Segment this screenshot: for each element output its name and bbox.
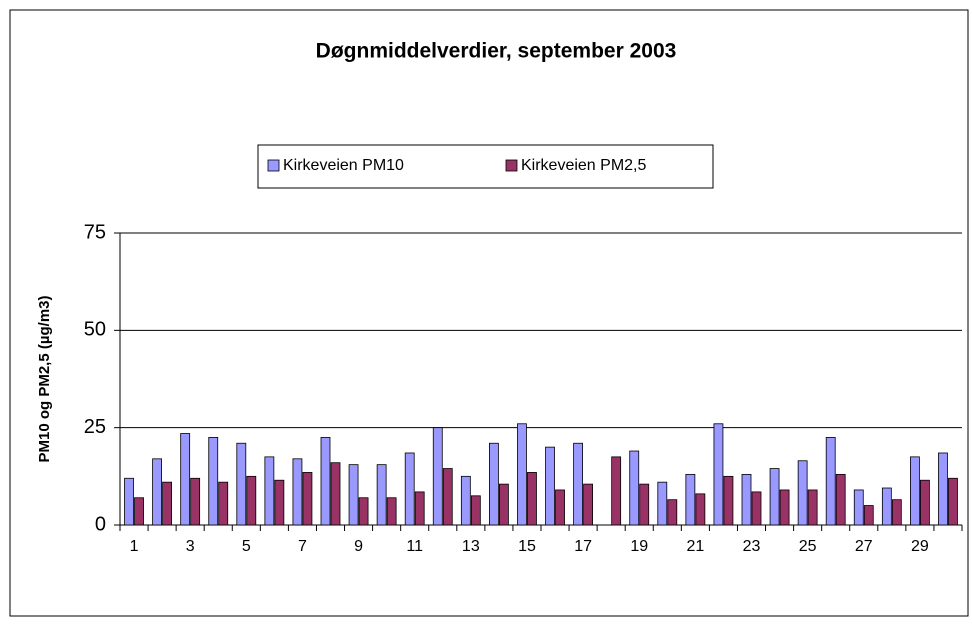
bar <box>414 491 425 526</box>
bar <box>162 481 173 526</box>
x-tick-label: 19 <box>630 538 648 555</box>
bar <box>555 489 565 526</box>
y-axis-label: PM10 og PM2,5 (µg/m3) <box>36 295 53 462</box>
bar <box>807 489 818 526</box>
x-tick-label: 15 <box>518 538 536 555</box>
bar <box>376 464 387 526</box>
bar <box>769 468 780 526</box>
bar <box>498 483 509 526</box>
bar <box>863 505 874 526</box>
bar <box>180 433 191 526</box>
bar <box>190 477 201 526</box>
bar <box>404 452 415 526</box>
bar <box>358 497 369 526</box>
x-tick-label: 25 <box>799 538 817 555</box>
bar <box>330 462 341 526</box>
bar <box>246 475 257 526</box>
y-tick-label: 0 <box>95 513 106 535</box>
legend-box <box>257 144 714 189</box>
bar <box>236 442 247 526</box>
legend-label: Kirkeveien PM10 <box>283 157 404 174</box>
bar <box>488 442 499 526</box>
x-tick-label: 5 <box>242 538 251 555</box>
bar <box>264 456 275 526</box>
legend-swatch <box>505 159 518 172</box>
bar <box>460 475 471 526</box>
bar <box>208 436 219 526</box>
legend-label: Kirkeveien PM2,5 <box>521 157 646 174</box>
x-tick-label: 7 <box>298 538 307 555</box>
bar <box>545 446 555 526</box>
y-tick-label: 25 <box>84 416 106 438</box>
x-tick-label: 21 <box>686 538 704 555</box>
bar <box>948 477 958 526</box>
x-tick-label: 3 <box>186 538 195 555</box>
bar <box>134 497 144 526</box>
x-tick-label: 1 <box>130 538 139 555</box>
bar <box>667 499 678 526</box>
bar <box>302 472 313 526</box>
bar <box>442 468 453 526</box>
bar <box>386 497 397 526</box>
bar <box>920 479 930 526</box>
bar <box>320 436 331 526</box>
bar <box>797 460 808 526</box>
bar <box>517 423 527 526</box>
x-tick-label: 13 <box>462 538 480 555</box>
bar <box>713 423 724 526</box>
bar <box>825 436 836 526</box>
bar <box>891 499 902 526</box>
bar <box>527 472 537 526</box>
bar <box>611 456 622 526</box>
bar <box>639 483 650 526</box>
bar <box>629 450 640 526</box>
bar <box>881 487 892 526</box>
x-tick-label: 9 <box>354 538 363 555</box>
bar <box>470 495 481 526</box>
bar <box>910 456 920 526</box>
bar <box>741 473 752 526</box>
bar <box>218 481 229 526</box>
bar <box>292 458 303 526</box>
bar <box>779 489 790 526</box>
bar <box>751 491 762 526</box>
bar <box>124 477 134 526</box>
chart-title: Døgnmiddelverdier, september 2003 <box>316 40 677 63</box>
x-tick-label: 11 <box>406 538 423 555</box>
bar <box>348 464 359 526</box>
bar <box>853 489 864 526</box>
x-tick-label: 23 <box>743 538 761 555</box>
bar <box>835 473 846 526</box>
bar <box>685 473 696 526</box>
bar <box>938 452 948 526</box>
bar <box>432 427 443 526</box>
legend-swatch <box>267 159 280 172</box>
bar <box>723 475 734 526</box>
x-tick-label: 27 <box>855 538 873 555</box>
bar <box>573 442 583 526</box>
y-tick-label: 50 <box>84 319 106 341</box>
y-tick-label: 75 <box>84 221 106 243</box>
bar <box>274 479 285 526</box>
x-tick-label: 17 <box>574 538 592 555</box>
bar <box>657 481 668 526</box>
bar <box>695 493 706 526</box>
bar <box>583 483 593 526</box>
x-tick-label: 29 <box>911 538 929 555</box>
bar <box>152 458 163 526</box>
